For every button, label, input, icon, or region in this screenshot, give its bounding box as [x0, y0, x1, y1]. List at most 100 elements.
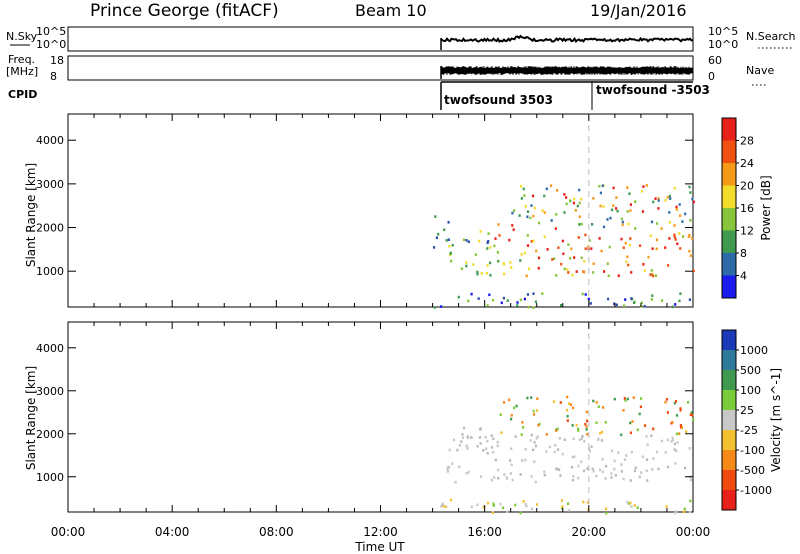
heatmap-cell [480, 272, 483, 275]
heatmap-cell [537, 423, 540, 427]
heatmap-cell [488, 293, 491, 297]
heatmap-cell [577, 464, 580, 468]
x-tick-label: 20:00 [572, 525, 607, 539]
heatmap-cell [602, 205, 605, 208]
heatmap-cell [453, 438, 456, 442]
heatmap-cell [657, 199, 660, 202]
heatmap-cell [616, 209, 619, 213]
heatmap-cell [623, 397, 626, 400]
heatmap-cell [660, 299, 664, 302]
heatmap-cell [650, 298, 653, 301]
heatmap-cell [630, 297, 633, 300]
station-title: Prince George (fitACF) [90, 1, 279, 21]
heatmap-cell [601, 184, 604, 188]
heatmap-cell [524, 458, 527, 462]
date-title: 19/Jan/2016 [590, 1, 687, 20]
heatmap-cell [506, 299, 509, 302]
colorbar-swatch [722, 118, 736, 141]
heatmap-cell [651, 294, 654, 297]
sky-tick-top: 10^5 [36, 25, 66, 38]
colorbar-swatch [722, 208, 736, 231]
heatmap-cell [478, 436, 481, 439]
heatmap-cell [526, 244, 530, 247]
heatmap-cell [664, 451, 667, 454]
power-data-cells [433, 184, 695, 310]
heatmap-cell [550, 184, 553, 187]
heatmap-cell [556, 189, 559, 192]
heatmap-cell [479, 428, 482, 431]
heatmap-cell [584, 233, 587, 237]
heatmap-cell [675, 449, 678, 453]
heatmap-cell [500, 301, 503, 305]
heatmap-cell [660, 227, 663, 230]
heatmap-cell [607, 274, 610, 278]
heatmap-cell [562, 252, 565, 256]
heatmap-cell [498, 234, 501, 237]
heatmap-cell [668, 194, 671, 198]
heatmap-cell [605, 511, 608, 515]
heatmap-cell [571, 478, 574, 482]
heatmap-cell [543, 473, 546, 477]
heatmap-cell [519, 473, 522, 476]
heatmap-cell [692, 200, 695, 204]
heatmap-cell [676, 242, 679, 246]
heatmap-cell [671, 436, 674, 440]
heatmap-cell [456, 448, 459, 452]
heatmap-cell [642, 263, 645, 266]
heatmap-cell [626, 397, 629, 401]
heatmap-cell [502, 296, 505, 300]
heatmap-cell [684, 466, 687, 470]
heatmap-cell [630, 505, 633, 508]
colorbar-tick-label: 24 [740, 157, 754, 170]
heatmap-cell [627, 502, 630, 505]
heatmap-cell [571, 455, 574, 459]
heatmap-cell [567, 243, 570, 246]
heatmap-cell [620, 217, 623, 221]
heatmap-cell [604, 464, 608, 468]
heatmap-cell [476, 272, 479, 276]
heatmap-cell [583, 270, 586, 274]
heatmap-cell [508, 238, 511, 242]
heatmap-cell [492, 450, 495, 454]
heatmap-cell [567, 271, 570, 274]
heatmap-cell [688, 185, 691, 189]
heatmap-cell [671, 438, 674, 442]
heatmap-cell [645, 469, 648, 473]
heatmap-cell [434, 215, 437, 218]
heatmap-cell [514, 435, 517, 438]
heatmap-cell [679, 292, 682, 295]
heatmap-cell [563, 193, 566, 196]
heatmap-cell [640, 301, 643, 304]
heatmap-cell [627, 263, 630, 267]
heatmap-cell [666, 411, 669, 414]
x-tick-label: 12:00 [363, 525, 398, 539]
colorbar-swatch [722, 163, 736, 186]
heatmap-cell [490, 434, 493, 437]
heatmap-cell [563, 267, 566, 271]
heatmap-cell [610, 472, 613, 475]
heatmap-cell [591, 467, 594, 471]
heatmap-cell [520, 197, 523, 200]
heatmap-cell [595, 474, 598, 478]
heatmap-cell [555, 429, 558, 432]
heatmap-cell [582, 469, 586, 473]
heatmap-cell [479, 442, 482, 445]
heatmap-cell [470, 505, 473, 509]
colorbar-swatch [722, 410, 736, 431]
heatmap-cell [617, 274, 620, 277]
heatmap-cell [591, 223, 594, 226]
heatmap-cell [485, 447, 488, 451]
heatmap-cell [555, 274, 558, 277]
heatmap-cell [664, 246, 667, 249]
heatmap-cell [530, 507, 534, 511]
heatmap-cell [486, 452, 489, 455]
heatmap-cell [546, 248, 549, 251]
heatmap-cell [604, 477, 607, 480]
heatmap-cell [563, 438, 566, 441]
heatmap-cell [537, 266, 540, 270]
heatmap-cell [652, 457, 655, 460]
heatmap-cell [449, 251, 452, 255]
heatmap-cell [669, 197, 672, 200]
heatmap-cell [465, 444, 468, 448]
